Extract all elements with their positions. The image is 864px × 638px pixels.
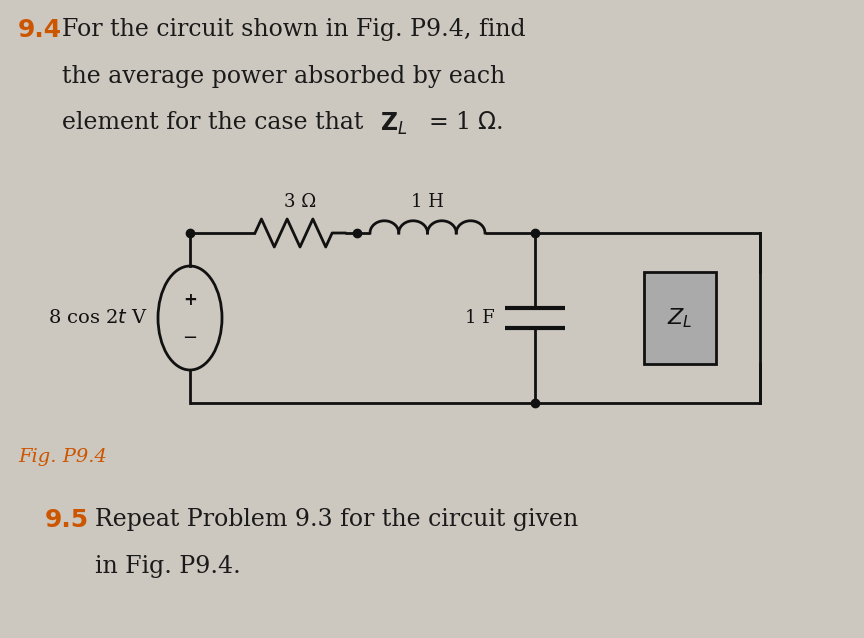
FancyBboxPatch shape — [644, 272, 716, 364]
Text: 9.5: 9.5 — [45, 508, 89, 532]
Text: Fig. P9.4: Fig. P9.4 — [18, 448, 107, 466]
Text: Repeat Problem 9.3 for the circuit given: Repeat Problem 9.3 for the circuit given — [95, 508, 578, 531]
Text: 1 H: 1 H — [411, 193, 444, 211]
Text: element for the case that: element for the case that — [62, 111, 371, 134]
Text: For the circuit shown in Fig. P9.4, find: For the circuit shown in Fig. P9.4, find — [62, 18, 525, 41]
Text: = 1 $\Omega$.: = 1 $\Omega$. — [428, 111, 503, 134]
Text: 9.4: 9.4 — [18, 18, 62, 42]
Text: $Z_L$: $Z_L$ — [667, 306, 693, 330]
Text: the average power absorbed by each: the average power absorbed by each — [62, 65, 505, 88]
Text: 1 F: 1 F — [465, 309, 495, 327]
Text: −: − — [182, 329, 198, 347]
Text: +: + — [183, 291, 197, 309]
Text: in Fig. P9.4.: in Fig. P9.4. — [95, 555, 241, 578]
Text: 8 cos 2$t$ V: 8 cos 2$t$ V — [48, 309, 148, 327]
Text: 3 Ω: 3 Ω — [284, 193, 316, 211]
Text: $\mathbf{Z}_{L}$: $\mathbf{Z}_{L}$ — [380, 111, 408, 137]
